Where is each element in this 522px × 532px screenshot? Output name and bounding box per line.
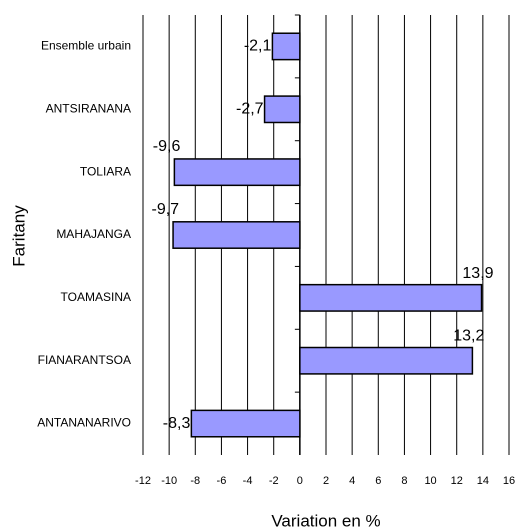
- x-tick-label: 12: [451, 475, 463, 487]
- value-label: 13,2: [453, 328, 484, 345]
- y-tick-label: Ensemble urbain: [41, 39, 131, 53]
- value-label: -8,3: [163, 415, 191, 432]
- bar: [173, 158, 301, 187]
- x-axis-label: Variation en %: [271, 511, 380, 530]
- bar: [190, 409, 301, 438]
- bar: [299, 346, 474, 375]
- y-tick-label: ANTANANARIVO: [37, 416, 131, 430]
- y-axis-label: Faritany: [9, 205, 28, 267]
- y-tick-label: FIANARANTSOA: [38, 353, 131, 367]
- x-tick-label: 6: [375, 475, 381, 487]
- y-tick-label: TOLIARA: [80, 164, 131, 178]
- x-tick-label: 0: [297, 475, 303, 487]
- x-tick-label: 10: [424, 475, 436, 487]
- x-tick-label: -12: [135, 475, 151, 487]
- x-tick-label: 2: [323, 475, 329, 487]
- x-tick-label: -2: [269, 475, 279, 487]
- x-tick-label: -6: [217, 475, 227, 487]
- x-tick-label: -8: [190, 475, 200, 487]
- y-tick-label: TOAMASINA: [61, 290, 131, 304]
- bar: [299, 283, 483, 312]
- x-tick-label: -4: [243, 475, 253, 487]
- x-tick-label: 14: [477, 475, 489, 487]
- bar: [172, 221, 301, 249]
- value-label: -9,6: [153, 138, 181, 155]
- bar: [271, 32, 301, 61]
- value-label: 13,9: [462, 265, 493, 282]
- x-tick-label: 16: [503, 475, 515, 487]
- x-tick-label: -10: [161, 475, 177, 487]
- value-label: -2,1: [244, 38, 272, 55]
- bar: [263, 95, 301, 124]
- value-label: -2,7: [236, 101, 264, 118]
- y-tick-label: ANTSIRANANA: [46, 101, 131, 115]
- x-tick-label: 4: [349, 475, 355, 487]
- y-tick-label: MAHAJANGA: [56, 227, 131, 241]
- x-tick-label: 8: [401, 475, 407, 487]
- value-label: -9,7: [151, 201, 179, 218]
